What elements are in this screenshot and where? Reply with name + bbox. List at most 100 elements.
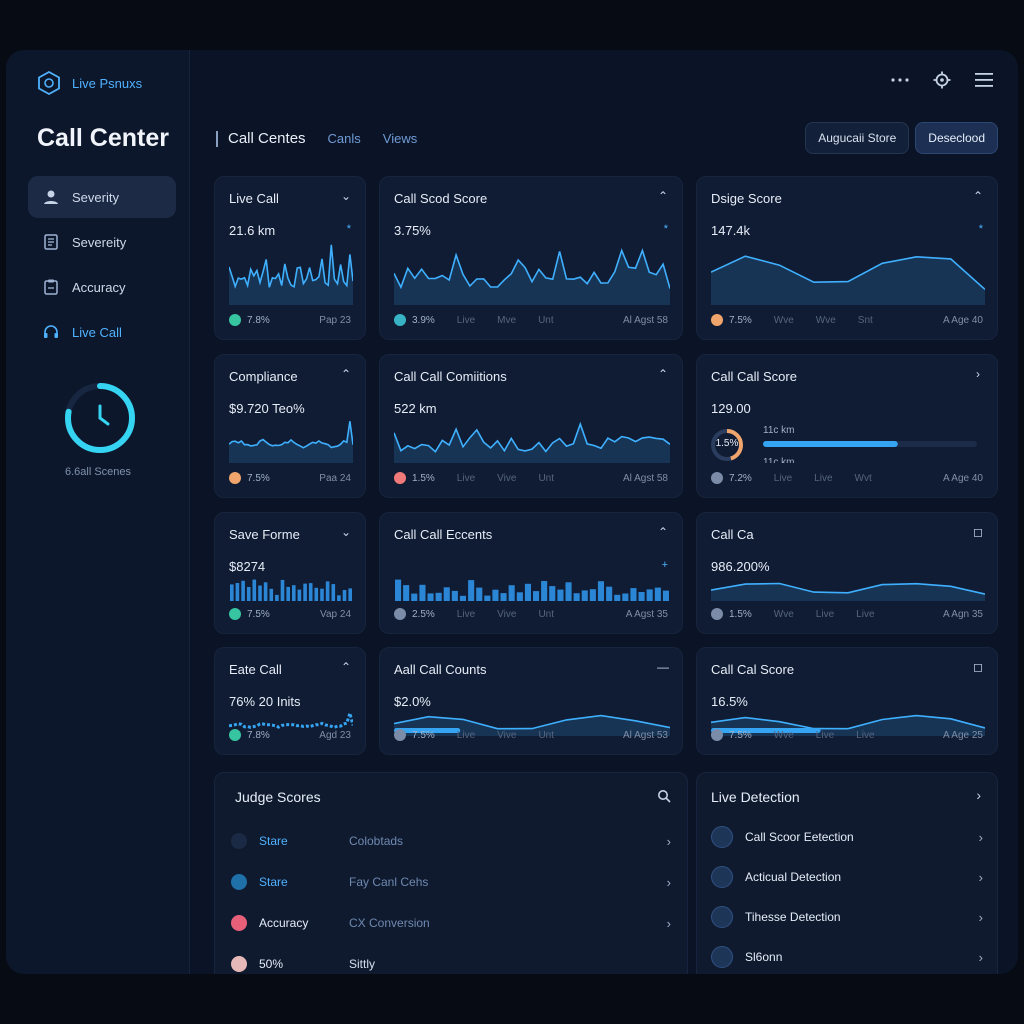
- metric-card[interactable]: Eate Call ⌃ 76% 20 Inits 7.8% Agd 23: [214, 647, 366, 755]
- card-toggle-icon[interactable]: ⌃: [972, 189, 984, 203]
- card-toggle-icon[interactable]: ◻: [973, 525, 983, 539]
- list-item[interactable]: Stare Fay Canl Cehs ›: [231, 862, 671, 902]
- card-footer: 7.5% Live Vive Unt Al Agst 53: [394, 728, 668, 742]
- status-dot: [711, 314, 723, 326]
- footer-date: A Age 25: [942, 729, 983, 741]
- page-title: Call Centes: [228, 130, 306, 147]
- card-toggle-icon[interactable]: ◻: [973, 660, 983, 674]
- footer-date: Pap 23: [319, 314, 351, 326]
- footer-percent: 1.5%: [729, 608, 752, 620]
- card-footer: 7.5% Paa 24: [229, 471, 351, 485]
- globe-icon: [231, 874, 247, 890]
- chevron-right-icon[interactable]: ›: [978, 909, 983, 925]
- search-icon[interactable]: [657, 789, 671, 808]
- sparkline-chart: [395, 579, 669, 601]
- sidebar-item-severeity[interactable]: Severeity: [28, 221, 176, 263]
- sidebar-item-accuracy[interactable]: Accuracy: [28, 266, 176, 308]
- metric-card[interactable]: Call Scod Score ⌃ 3.75% * 3.9% Live Mve Un…: [379, 176, 683, 340]
- card-toggle-icon[interactable]: —: [657, 660, 669, 674]
- footer-date: Al Agst 58: [622, 314, 668, 326]
- metric-card[interactable]: Aall Call Counts — $2.0% 7.5% Live Vive Un…: [379, 647, 683, 755]
- card-value: 3.75%: [394, 223, 431, 238]
- metric-card[interactable]: Call Call Comiitions ⌃ 522 km 1.5% Live V…: [379, 354, 683, 498]
- chevron-right-icon[interactable]: ›: [978, 829, 983, 845]
- more-icon[interactable]: [890, 70, 910, 90]
- metric-card[interactable]: Save Forme ⌄ $8274 7.5% Vap 24: [214, 512, 366, 634]
- chart-bar: [500, 593, 507, 601]
- detection-item[interactable]: Sl6onn ›: [711, 937, 983, 974]
- chart-area: [711, 256, 985, 305]
- chevron-right-icon[interactable]: ›: [666, 874, 671, 890]
- chart-bar: [662, 590, 669, 601]
- status-dot: [394, 472, 406, 484]
- chart-line: [229, 712, 353, 729]
- chart-bar: [654, 587, 661, 601]
- footer-label: Live: [456, 472, 476, 484]
- chart-bar: [275, 594, 279, 601]
- sidebar-item-live-call[interactable]: Live Call: [28, 311, 176, 353]
- metric-card[interactable]: Dsige Score ⌃ 147.4k * 7.5% Wve Wve Snt A …: [696, 176, 998, 340]
- footer-label: Mve: [497, 314, 517, 326]
- chart-bar: [541, 581, 548, 601]
- chart-bar: [395, 579, 402, 601]
- card-footer: 7.5% Wve Live Live A Age 25: [711, 728, 983, 742]
- metric-card[interactable]: Call Call Score › 129.00 1.5% 11c km 11c k…: [696, 354, 998, 498]
- list-item[interactable]: Accuracy CX Conversion ›: [231, 903, 671, 943]
- card-toggle-icon[interactable]: ⌄: [340, 189, 352, 203]
- list-item[interactable]: Stare Colobtads ›: [231, 821, 671, 861]
- chart-bar: [614, 594, 621, 601]
- tab-views[interactable]: Views: [382, 131, 418, 146]
- deseclood-button[interactable]: Deseclood: [915, 122, 998, 154]
- card-toggle-icon[interactable]: ⌃: [657, 189, 669, 203]
- logo-text: Live Psnuxs: [72, 75, 143, 91]
- chevron-right-icon[interactable]: ›: [976, 787, 981, 803]
- card-title: Call Cal Score: [711, 662, 795, 677]
- card-spark: *: [346, 223, 351, 235]
- detection-item[interactable]: Call Scoor Eetection ›: [711, 817, 983, 857]
- row-desc: Fay Canl Cehs: [349, 875, 429, 889]
- metric-card[interactable]: Call Call Eccents ⌃ + 2.5% Live Vive Unt A…: [379, 512, 683, 634]
- card-toggle-icon[interactable]: ⌃: [340, 660, 352, 674]
- lock-icon: [231, 833, 247, 849]
- list-item[interactable]: 50% Sittly: [231, 944, 671, 974]
- card-toggle-icon[interactable]: ⌄: [340, 525, 352, 539]
- footer-percent: 7.8%: [247, 729, 270, 741]
- tab-canls[interactable]: Canls: [327, 131, 361, 146]
- footer-label: Wve: [773, 729, 794, 741]
- gear-icon[interactable]: [932, 70, 952, 90]
- chart-bar: [258, 585, 262, 601]
- logo[interactable]: Live Psnuxs: [36, 70, 142, 96]
- sparkline-chart: [229, 421, 353, 463]
- document-icon: [42, 233, 60, 251]
- sidebar-item-severity[interactable]: Severity: [28, 176, 176, 218]
- card-toggle-icon[interactable]: ›: [976, 367, 980, 381]
- chevron-right-icon[interactable]: ›: [978, 869, 983, 885]
- chevron-right-icon[interactable]: ›: [978, 949, 983, 965]
- chart-bar: [342, 590, 347, 601]
- metric-card[interactable]: Live Call ⌄ 21.6 km * 7.8% Pap 23: [214, 176, 366, 340]
- card-toggle-icon[interactable]: ⌃: [340, 367, 352, 381]
- card-toggle-icon[interactable]: ⌃: [657, 367, 669, 381]
- sparkline-chart: [711, 582, 985, 601]
- progress-bar-fill: [763, 441, 898, 447]
- metric-card[interactable]: Compliance ⌃ $9.720 Teo% 7.5% Paa 24: [214, 354, 366, 498]
- menu-icon[interactable]: [974, 70, 994, 90]
- card-title: Call Call Score: [711, 369, 797, 384]
- metric-card[interactable]: Call Cal Score ◻ 16.5% 7.5% Wve Live Live …: [696, 647, 998, 755]
- card-title: Dsige Score: [711, 191, 782, 206]
- detection-item[interactable]: Acticual Detection ›: [711, 857, 983, 897]
- footer-percent: 1.5%: [412, 472, 435, 484]
- row-desc: CX Conversion: [349, 916, 430, 930]
- row-name: 50%: [259, 957, 284, 971]
- progress-bar-fill: [394, 728, 461, 733]
- augucaii-store-button[interactable]: Augucaii Store: [805, 122, 910, 154]
- card-toggle-icon[interactable]: ⌃: [657, 525, 669, 539]
- chevron-right-icon[interactable]: ›: [666, 833, 671, 849]
- chart-bar: [427, 593, 434, 601]
- detection-item[interactable]: Tihesse Detection ›: [711, 897, 983, 937]
- chart-bar: [468, 580, 475, 601]
- chart-bar: [451, 590, 458, 601]
- header-buttons: Augucaii Store Deseclood: [805, 122, 998, 154]
- metric-card[interactable]: Call Ca ◻ 986.200% 1.5% Wve Live Live A Ag…: [696, 512, 998, 634]
- chevron-right-icon[interactable]: ›: [666, 915, 671, 931]
